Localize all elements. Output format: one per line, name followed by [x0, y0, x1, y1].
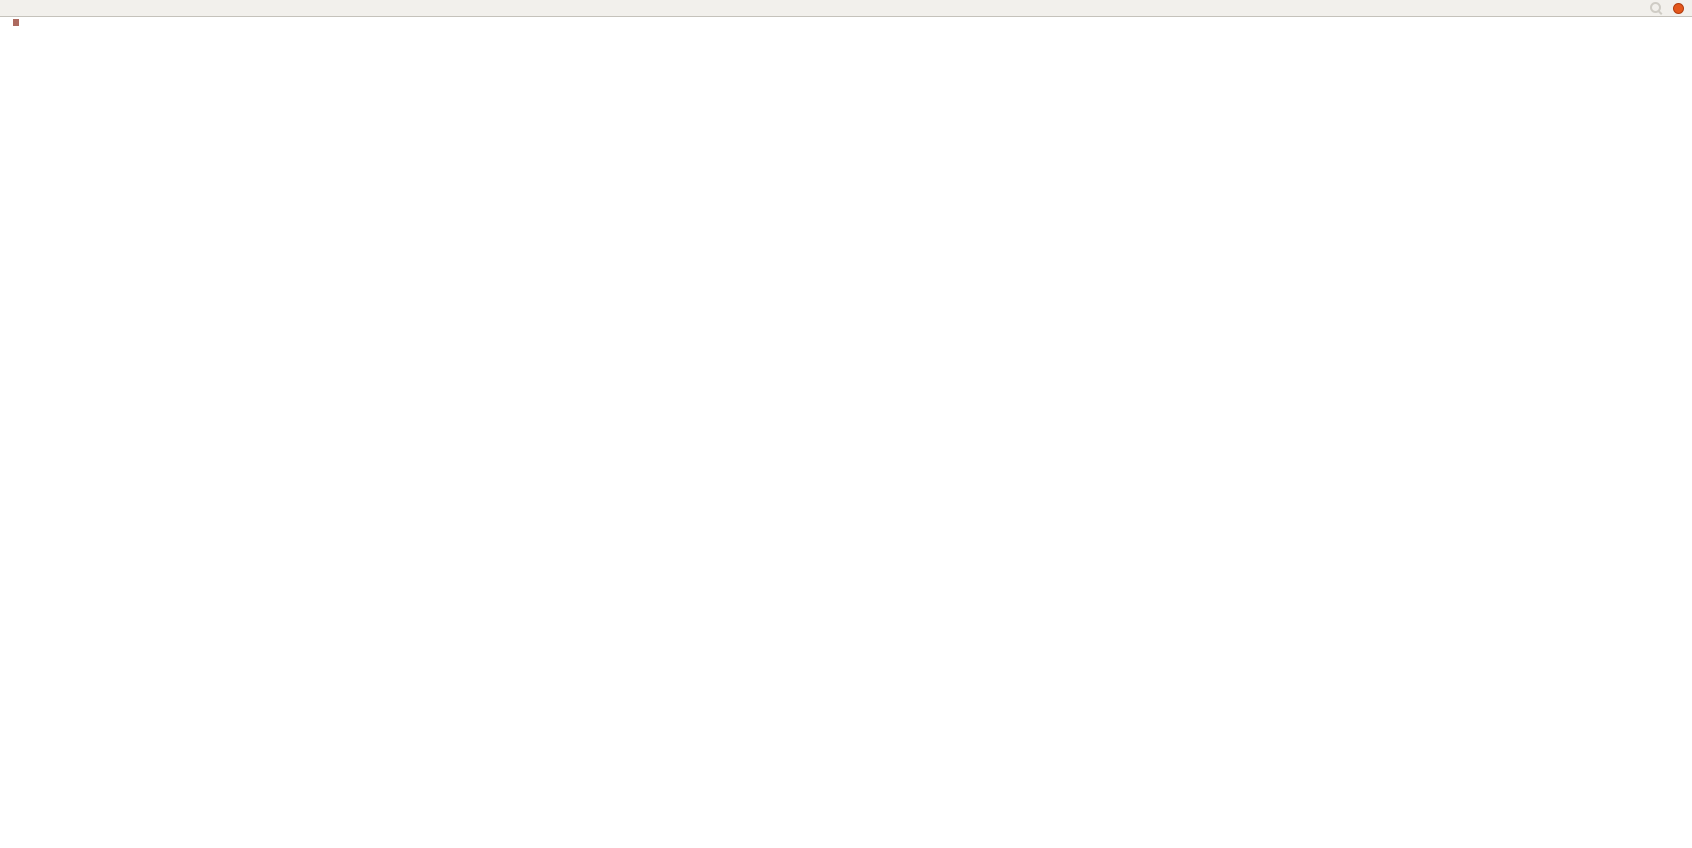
chart-title-icon	[13, 19, 19, 26]
notification-badge[interactable]	[1673, 2, 1684, 14]
toolbar	[0, 0, 1692, 17]
search-icon[interactable]	[1650, 1, 1663, 15]
toolbar-right	[1650, 1, 1684, 15]
chart-title	[13, 19, 23, 26]
